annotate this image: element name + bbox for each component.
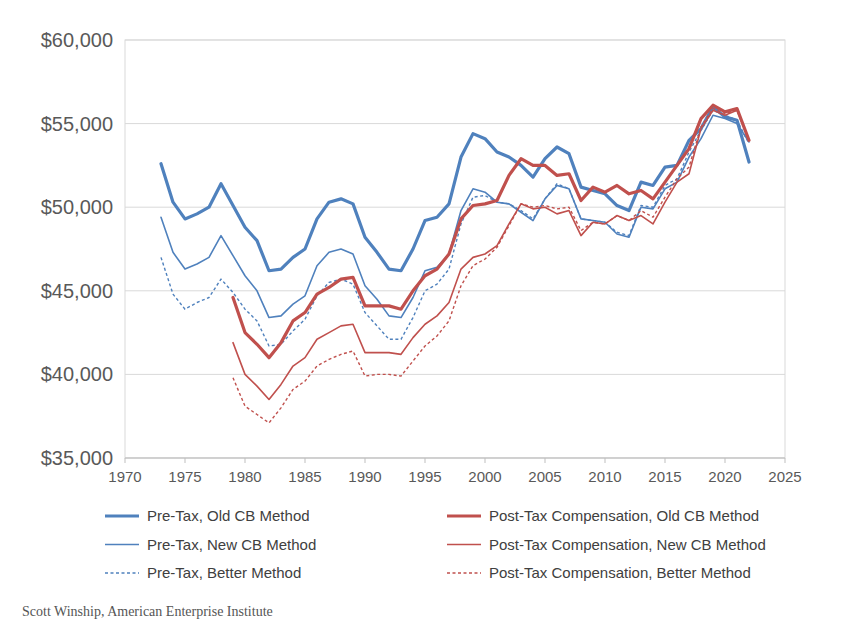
x-tick-label: 1975 xyxy=(168,468,201,485)
x-tick xyxy=(185,458,186,463)
grid-line xyxy=(125,458,785,459)
series-line xyxy=(233,110,749,399)
legend-swatch xyxy=(105,544,139,546)
legend-swatch xyxy=(105,514,139,517)
series-line xyxy=(161,110,749,346)
x-tick-label: 2005 xyxy=(528,468,561,485)
x-tick-label: 1990 xyxy=(348,468,381,485)
grid-line xyxy=(125,207,785,208)
legend-swatch xyxy=(447,544,481,546)
x-tick xyxy=(425,458,426,463)
x-tick-label: 1985 xyxy=(288,468,321,485)
y-tick-label: $50,000 xyxy=(41,196,113,218)
legend-label: Pre-Tax, Old CB Method xyxy=(147,507,310,524)
grid-line xyxy=(125,374,785,375)
x-tick xyxy=(125,458,126,463)
x-tick xyxy=(605,458,606,463)
plot-frame xyxy=(125,40,785,458)
x-tick-label: 2015 xyxy=(648,468,681,485)
series-line xyxy=(233,109,749,423)
legend-swatch xyxy=(447,572,481,573)
series-line xyxy=(233,105,749,357)
x-tick xyxy=(365,458,366,463)
x-tick-label: 1970 xyxy=(108,468,141,485)
legend-swatch xyxy=(105,572,139,573)
legend-swatch xyxy=(447,514,481,517)
x-tick-label: 1995 xyxy=(408,468,441,485)
x-tick xyxy=(245,458,246,463)
x-tick xyxy=(725,458,726,463)
grid-line xyxy=(125,123,785,124)
x-tick xyxy=(485,458,486,463)
y-tick-label: $40,000 xyxy=(41,363,113,385)
chart: $35,000 $40,000 $45,000 $50,000 $55,000 $60,0… xyxy=(0,0,848,637)
x-tick-label: 2000 xyxy=(468,468,501,485)
x-tick xyxy=(785,458,786,463)
legend-label: Pre-Tax, Better Method xyxy=(147,564,301,581)
legend-label: Post-Tax Compensation, New CB Method xyxy=(489,536,766,553)
legend-label: Pre-Tax, New CB Method xyxy=(147,536,316,553)
x-tick-label: 2020 xyxy=(708,468,741,485)
x-axis xyxy=(125,458,785,459)
y-tick-label: $60,000 xyxy=(41,29,113,51)
legend-label: Post-Tax Compensation, Old CB Method xyxy=(489,507,759,524)
x-tick-label: 2010 xyxy=(588,468,621,485)
x-tick-label: 2025 xyxy=(768,468,801,485)
y-tick-label: $45,000 xyxy=(41,280,113,302)
series-group xyxy=(161,105,749,423)
x-tick xyxy=(545,458,546,463)
y-tick-label: $35,000 xyxy=(41,447,113,469)
grid-line xyxy=(125,40,785,41)
y-tick-label: $55,000 xyxy=(41,113,113,135)
x-tick xyxy=(305,458,306,463)
grid-line xyxy=(125,290,785,291)
x-tick-label: 1980 xyxy=(228,468,261,485)
legend-label: Post-Tax Compensation, Better Method xyxy=(489,564,751,581)
x-tick xyxy=(665,458,666,463)
source-note: Scott Winship, American Enterprise Insti… xyxy=(22,604,273,619)
